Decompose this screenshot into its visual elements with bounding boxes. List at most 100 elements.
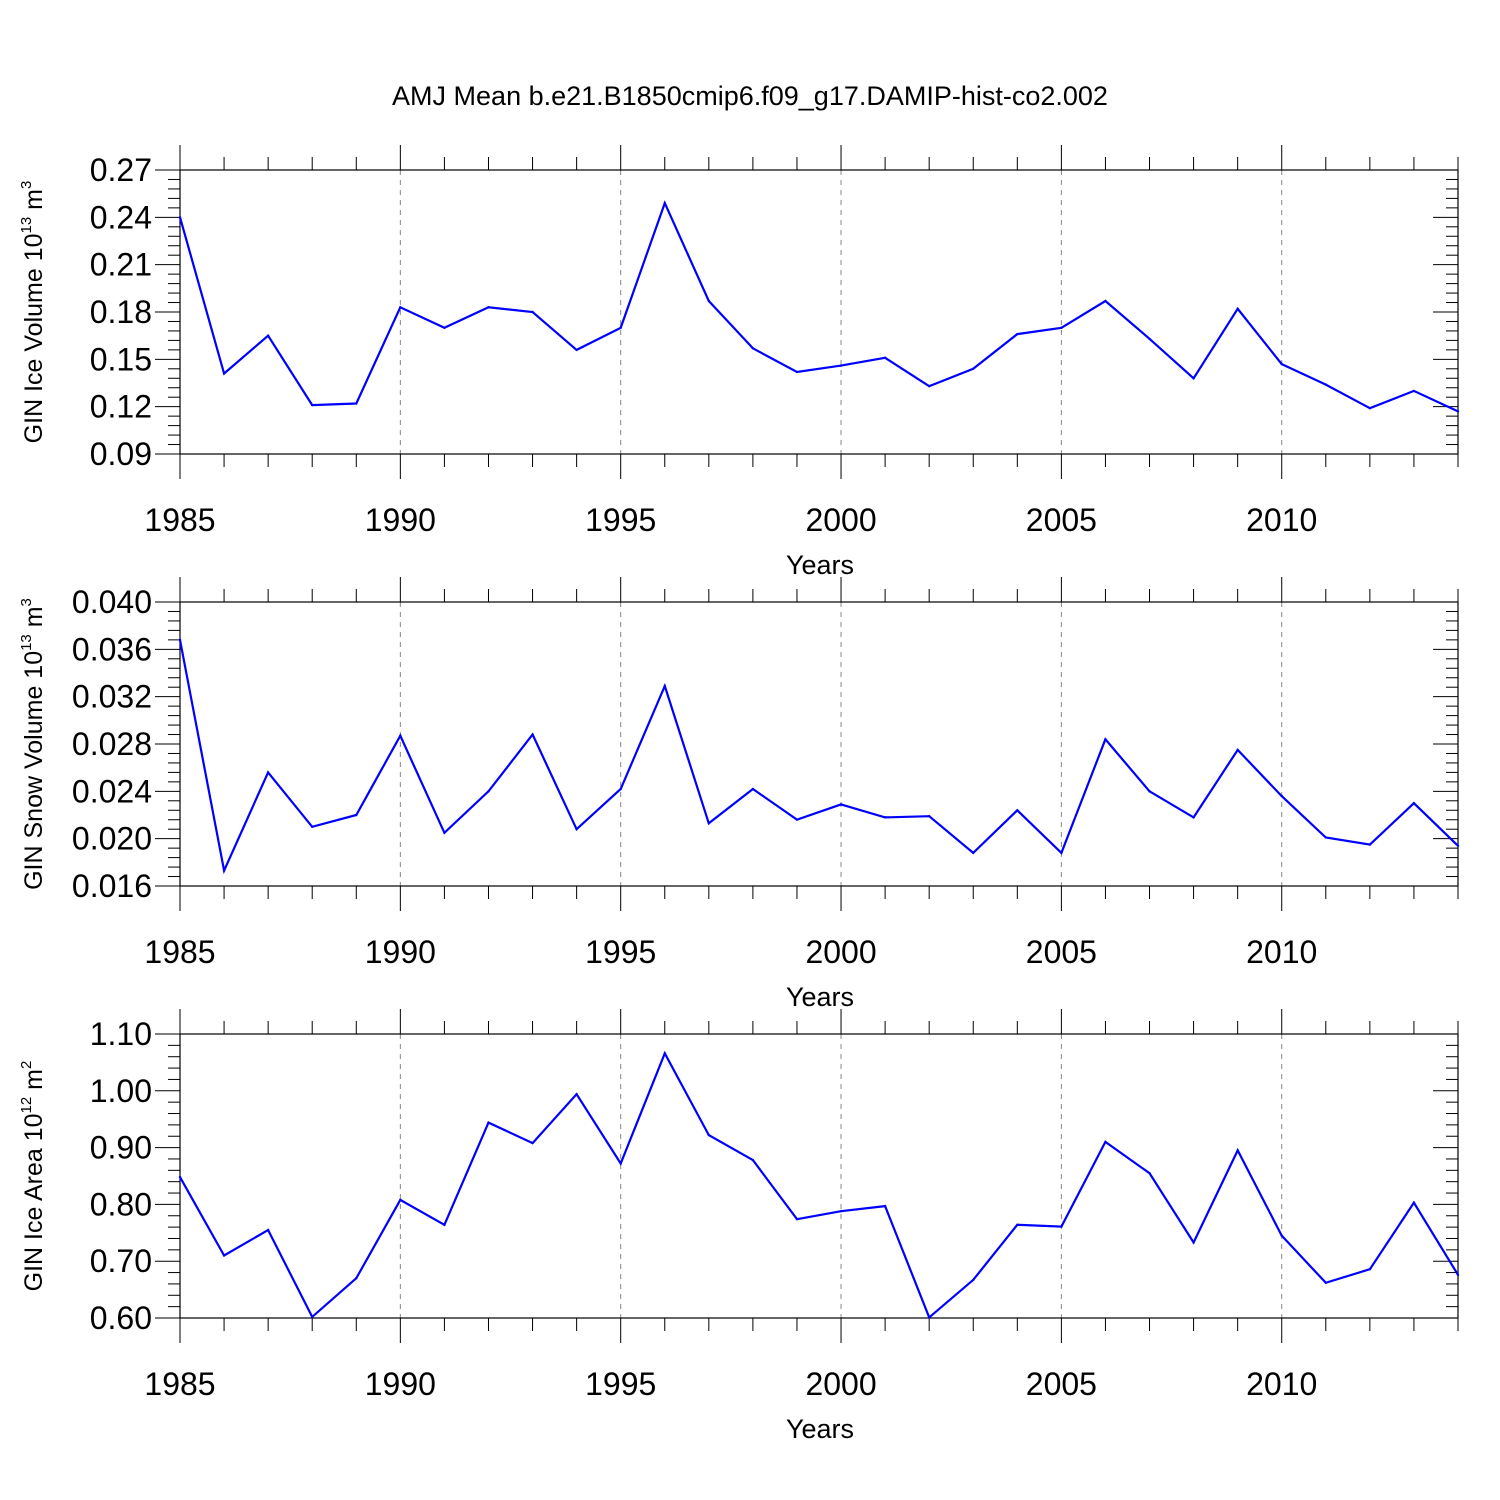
data-point bbox=[1368, 1267, 1372, 1271]
data-point bbox=[663, 201, 666, 205]
data-point bbox=[443, 326, 446, 329]
data-point bbox=[707, 822, 711, 825]
data-point bbox=[487, 790, 490, 793]
x-tick-label: 2005 bbox=[1026, 1366, 1097, 1402]
data-point bbox=[1324, 1281, 1327, 1284]
data-point bbox=[1456, 410, 1460, 413]
y-tick-label: 0.21 bbox=[90, 247, 152, 283]
data-point bbox=[883, 356, 887, 359]
data-point bbox=[531, 733, 534, 736]
data-point bbox=[355, 402, 358, 405]
y-tick-label: 0.70 bbox=[90, 1243, 152, 1279]
data-point bbox=[972, 1278, 975, 1282]
data-point bbox=[531, 1141, 534, 1145]
series-line bbox=[179, 1050, 1459, 1320]
x-axis-label: Years bbox=[786, 1414, 854, 1444]
x-tick-label: 1990 bbox=[365, 934, 436, 970]
data-point bbox=[927, 814, 931, 818]
data-point bbox=[1324, 836, 1327, 839]
data-point bbox=[1324, 383, 1327, 386]
x-tick-label: 2005 bbox=[1026, 502, 1097, 538]
data-point bbox=[443, 831, 446, 834]
data-point bbox=[1016, 1223, 1019, 1227]
panel-1: 0.09 0.12 0.15 0.18 0.21 0.24 0.27 1985 1990 1995… bbox=[18, 145, 1460, 580]
x-tick-label: 2000 bbox=[805, 934, 876, 970]
data-point bbox=[311, 403, 314, 407]
y-tick-label: 0.24 bbox=[90, 199, 152, 235]
data-point bbox=[1016, 809, 1019, 812]
x-tick-label: 1985 bbox=[144, 1366, 215, 1402]
panel-2: 0.016 0.020 0.024 0.028 0.032 0.036 0.040 1985 1… bbox=[18, 577, 1460, 1012]
data-point bbox=[399, 734, 402, 737]
y-tick-label: 0.09 bbox=[90, 436, 152, 472]
data-point bbox=[487, 1121, 490, 1124]
data-point bbox=[355, 1277, 358, 1280]
x-tick-label: 1985 bbox=[144, 934, 215, 970]
data-point bbox=[839, 364, 843, 367]
data-point bbox=[663, 1052, 666, 1055]
y-tick-label: 0.90 bbox=[90, 1130, 152, 1166]
series-line bbox=[178, 639, 1459, 875]
x-tick-label: 1995 bbox=[585, 502, 656, 538]
data-point bbox=[178, 638, 182, 642]
x-tick-label: 2010 bbox=[1246, 502, 1317, 538]
data-point bbox=[1192, 816, 1195, 819]
data-point bbox=[1456, 844, 1460, 847]
data-point bbox=[1280, 794, 1283, 798]
data-point bbox=[795, 818, 799, 821]
x-tick-label: 2005 bbox=[1026, 934, 1097, 970]
data-point bbox=[839, 1210, 843, 1213]
data-point bbox=[795, 370, 799, 374]
data-point bbox=[883, 816, 887, 819]
data-point bbox=[1148, 337, 1151, 341]
data-point bbox=[222, 869, 226, 872]
data-point bbox=[1412, 801, 1416, 805]
data-point bbox=[399, 306, 402, 309]
data-point bbox=[1236, 307, 1239, 311]
x-axis-label: Years bbox=[786, 982, 854, 1012]
y-tick-label: 1.00 bbox=[90, 1073, 152, 1109]
x-axis-label: Years bbox=[786, 550, 854, 580]
data-point bbox=[1236, 748, 1239, 752]
data-point bbox=[1060, 326, 1063, 329]
data-point bbox=[751, 1158, 755, 1162]
data-point bbox=[1368, 843, 1372, 846]
y-tick-label: 0.18 bbox=[90, 294, 152, 330]
data-point bbox=[487, 306, 490, 309]
y-tick-label: 0.80 bbox=[90, 1186, 152, 1222]
data-point bbox=[575, 348, 578, 352]
data-point bbox=[1148, 1171, 1151, 1175]
data-point bbox=[178, 1175, 182, 1179]
data-point bbox=[1060, 851, 1063, 855]
data-point bbox=[1280, 1234, 1283, 1237]
x-tick-label: 2000 bbox=[805, 1366, 876, 1402]
data-point bbox=[972, 851, 975, 855]
data-point bbox=[1104, 299, 1107, 303]
y-tick-label: 0.040 bbox=[72, 584, 152, 620]
data-point bbox=[751, 347, 755, 350]
data-point bbox=[972, 367, 975, 370]
x-tick-label: 2010 bbox=[1246, 934, 1317, 970]
data-point bbox=[751, 787, 755, 791]
data-point bbox=[619, 1162, 622, 1165]
data-point bbox=[222, 1254, 226, 1257]
data-point bbox=[795, 1217, 799, 1221]
data-point bbox=[399, 1198, 402, 1202]
x-tick-label: 1985 bbox=[144, 502, 215, 538]
y-tick-label: 0.020 bbox=[72, 821, 152, 857]
data-point bbox=[663, 684, 666, 688]
data-point bbox=[575, 828, 578, 831]
data-point bbox=[1148, 790, 1151, 793]
data-point bbox=[1192, 377, 1195, 380]
plot-frame bbox=[179, 1033, 1459, 1319]
data-point bbox=[927, 384, 931, 388]
data-point bbox=[178, 216, 182, 219]
data-point bbox=[619, 787, 622, 791]
data-point bbox=[266, 334, 270, 337]
y-tick-label: 0.028 bbox=[72, 726, 152, 762]
y-axis-label: GIN Snow Volume 1013 m3 bbox=[18, 598, 48, 890]
data-point bbox=[311, 1315, 314, 1319]
data-point bbox=[619, 326, 622, 329]
data-point bbox=[1192, 1241, 1195, 1244]
